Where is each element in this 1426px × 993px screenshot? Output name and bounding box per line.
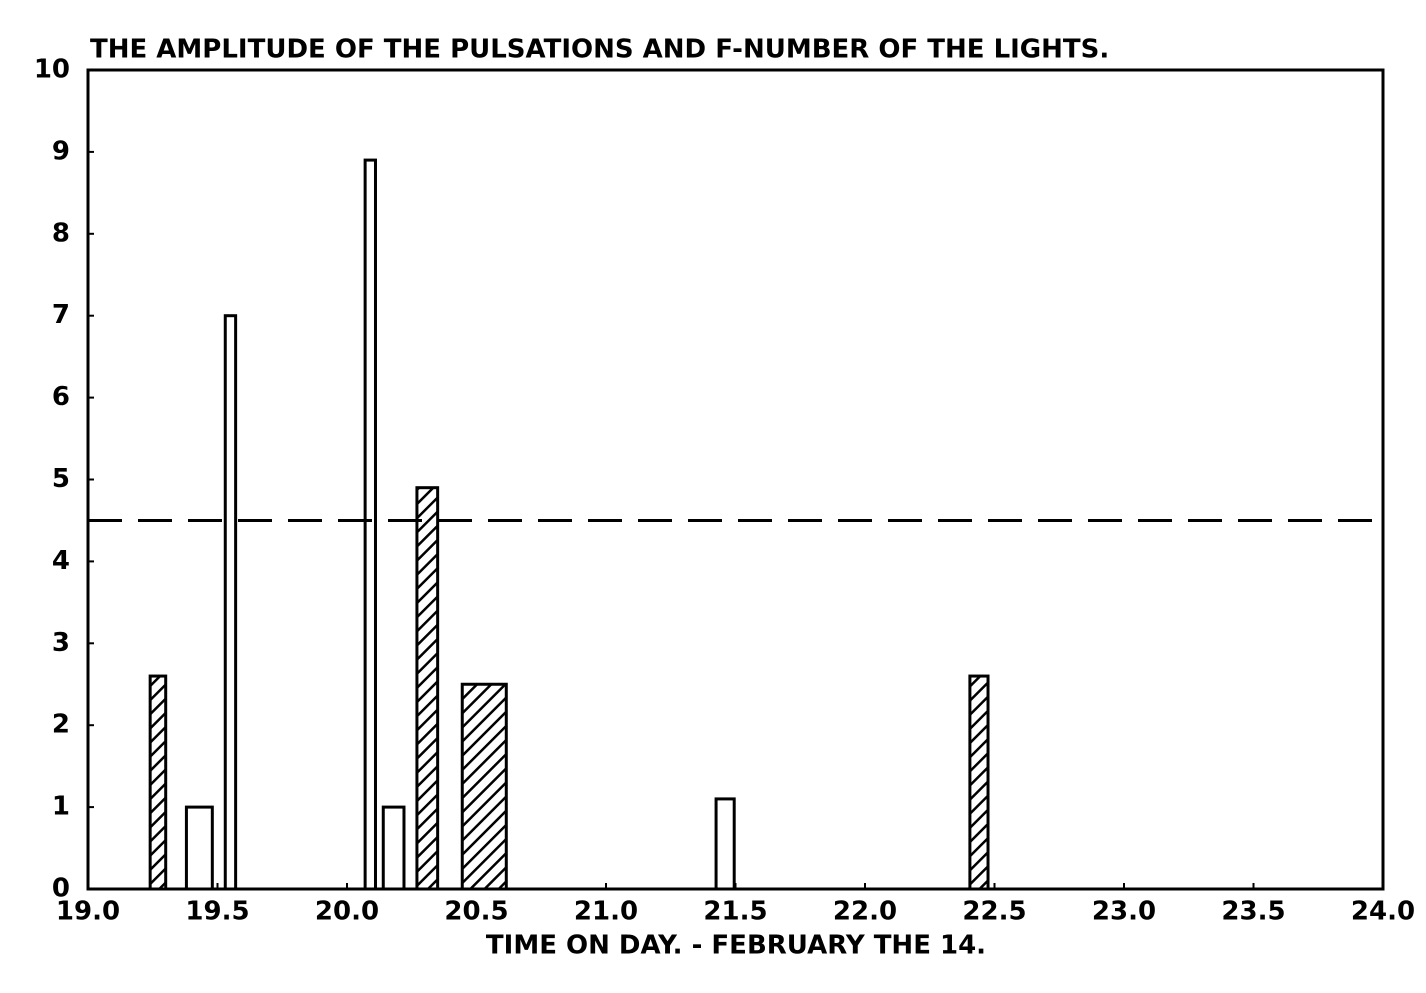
- y-tick-label: 5: [52, 464, 70, 494]
- bar: [363, 158, 377, 891]
- y-tick-label: 4: [52, 546, 70, 576]
- y-tick-label: 9: [52, 136, 70, 166]
- y-tick-label: 7: [52, 300, 70, 330]
- y-tick-label: 1: [52, 792, 70, 822]
- x-tick-label: 20.5: [444, 897, 508, 927]
- x-tick-label: 20.0: [315, 897, 379, 927]
- y-tick-label: 3: [52, 628, 70, 658]
- y-tick-label: 6: [52, 382, 70, 412]
- x-tick-label: 21.5: [703, 897, 767, 927]
- x-tick-label: 22.0: [833, 897, 897, 927]
- y-tick-label: 10: [34, 55, 70, 85]
- x-tick-label: 21.0: [574, 897, 638, 927]
- bar: [968, 674, 990, 891]
- bar: [460, 682, 508, 891]
- bar: [184, 805, 214, 891]
- bar: [714, 797, 736, 891]
- bar: [148, 674, 168, 891]
- x-tick-label: 19.5: [185, 897, 249, 927]
- plot-frame: [86, 68, 1385, 891]
- x-axis-label: TIME ON DAY. - FEBRUARY THE 14.: [486, 931, 986, 961]
- x-tick-label: 22.5: [962, 897, 1026, 927]
- y-tick-label: 2: [52, 710, 70, 740]
- y-tick-label: 8: [52, 218, 70, 248]
- bar: [415, 486, 440, 891]
- x-tick-label: 23.0: [1092, 897, 1156, 927]
- y-tick-label: 0: [52, 874, 70, 904]
- bar: [381, 805, 406, 891]
- x-tick-label: 23.5: [1221, 897, 1285, 927]
- chart-title: THE AMPLITUDE OF THE PULSATIONS AND F-NU…: [90, 35, 1109, 65]
- x-tick-label: 24.0: [1351, 897, 1415, 927]
- bar: [223, 314, 238, 891]
- x-tick-label: 19.0: [56, 897, 120, 927]
